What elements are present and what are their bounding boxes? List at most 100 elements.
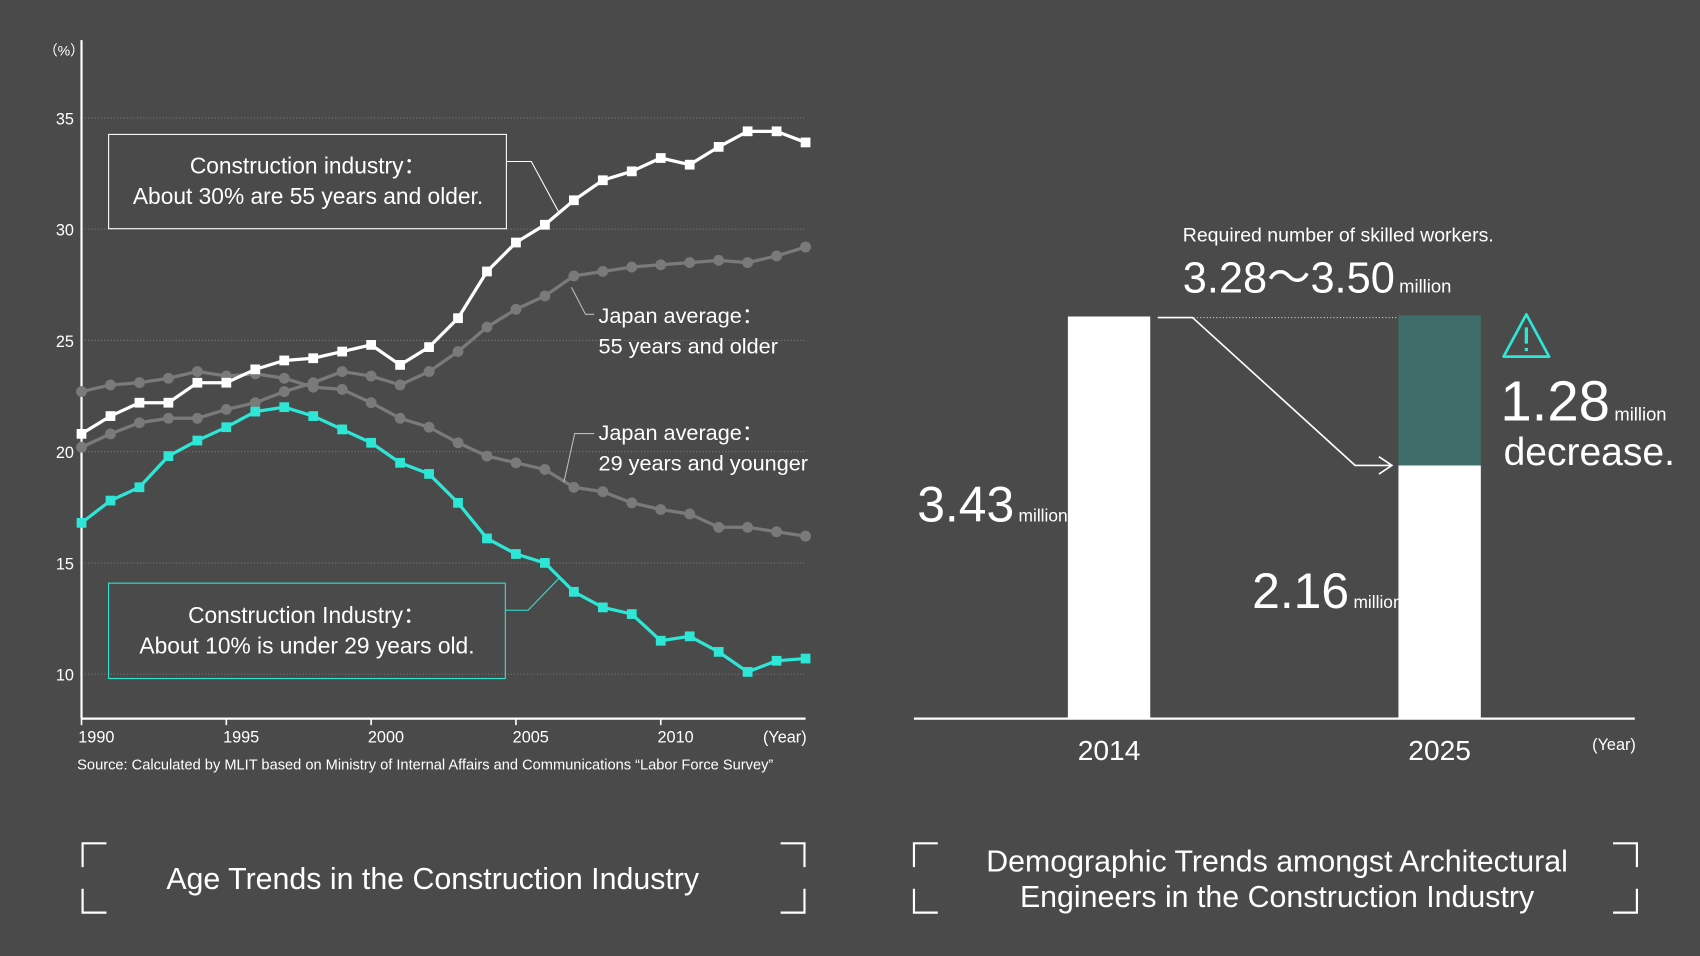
data-point <box>279 402 290 413</box>
data-point <box>511 549 521 559</box>
data-point <box>568 481 580 493</box>
y-tick-label: 25 <box>56 333 74 351</box>
data-point <box>771 526 783 538</box>
data-point <box>279 355 290 366</box>
unit-label: million <box>1614 404 1666 425</box>
data-point <box>307 381 319 393</box>
data-point <box>800 653 811 664</box>
data-point <box>539 464 551 475</box>
data-point <box>742 126 753 137</box>
data-point <box>597 266 609 277</box>
data-point <box>540 219 550 230</box>
data-point <box>655 153 666 163</box>
data-point <box>800 241 811 253</box>
bar <box>1398 465 1481 719</box>
data-point <box>626 609 637 619</box>
data-point <box>134 397 145 408</box>
data-point <box>568 195 579 206</box>
data-point <box>76 441 87 453</box>
data-point <box>713 521 725 533</box>
data-point <box>394 412 406 424</box>
data-point <box>423 421 435 433</box>
data-point <box>278 372 290 384</box>
data-point <box>800 530 811 542</box>
data-point <box>742 667 753 677</box>
decrease-segment <box>1398 315 1481 466</box>
data-point <box>684 508 696 520</box>
data-point <box>191 366 203 377</box>
data-point <box>250 364 261 375</box>
annotation: Required number of skilled workers. <box>1183 225 1494 247</box>
data-point <box>163 451 174 461</box>
line-chart: 10 15 20 25 30 35 1990 1995 2000 2005 2010 （%） (Year… <box>44 40 811 774</box>
data-point <box>481 321 493 333</box>
data-point <box>482 266 492 277</box>
caption-title: Engineers in the Construction Industry <box>1020 881 1535 914</box>
data-point <box>597 175 608 186</box>
data-point <box>655 504 667 515</box>
data-point <box>742 257 754 268</box>
series-label: Japan average： <box>599 303 764 328</box>
warning-icon <box>1502 312 1551 358</box>
data-point <box>366 437 377 448</box>
data-point <box>423 366 435 377</box>
callout-connector <box>505 577 560 611</box>
data-point <box>597 486 609 498</box>
data-point <box>162 372 174 384</box>
data-point <box>105 495 116 506</box>
data-point <box>76 517 87 528</box>
data-point <box>337 346 348 357</box>
data-point <box>365 397 377 409</box>
data-point <box>337 424 348 435</box>
series-label: About 10% is under 29 years old. <box>139 633 474 659</box>
data-point <box>220 403 232 415</box>
data-point <box>771 655 782 666</box>
x-tick-label: 1995 <box>223 728 259 746</box>
data-point <box>684 159 695 170</box>
y-tick-label: 20 <box>56 444 74 462</box>
data-point <box>105 428 116 440</box>
data-point <box>597 602 608 613</box>
x-tick-label: 1990 <box>78 728 114 746</box>
data-point <box>336 366 348 377</box>
data-point <box>395 457 405 468</box>
series-label: Construction Industry： <box>188 602 426 628</box>
data-point <box>511 237 521 248</box>
data-point <box>278 386 290 398</box>
data-point <box>308 411 319 421</box>
decrease-text: decrease. <box>1504 431 1675 474</box>
data-point <box>105 411 116 421</box>
data-point <box>453 313 463 324</box>
data-point <box>452 346 464 357</box>
decrease-label: 1.28 <box>1500 370 1610 433</box>
x-tick-label: 2000 <box>368 728 404 746</box>
data-point <box>105 379 116 391</box>
data-point <box>626 166 637 177</box>
data-point <box>394 379 406 391</box>
data-point <box>365 370 377 382</box>
callout-box <box>108 582 506 680</box>
series-label: Japan average： <box>599 420 764 445</box>
data-point <box>482 533 492 544</box>
data-point <box>395 360 405 370</box>
data-point <box>191 412 203 424</box>
value-label: 2.16 <box>1252 563 1349 619</box>
data-point <box>713 254 725 266</box>
series-label: About 30% are 55 years and older. <box>133 183 483 209</box>
data-point <box>655 259 667 271</box>
data-point <box>134 377 145 389</box>
data-point <box>539 290 551 302</box>
series-label: 29 years and younger <box>599 450 808 475</box>
y-tick-label: 35 <box>56 110 74 128</box>
data-point <box>510 303 522 315</box>
x-axis-label: (Year) <box>1592 736 1636 754</box>
arrow <box>1157 316 1391 467</box>
series-label: Construction industry： <box>190 152 426 178</box>
callout-box <box>108 133 507 230</box>
range-label: 3.28～3.50 <box>1183 255 1395 303</box>
data-point <box>76 386 87 398</box>
data-point <box>771 250 783 262</box>
